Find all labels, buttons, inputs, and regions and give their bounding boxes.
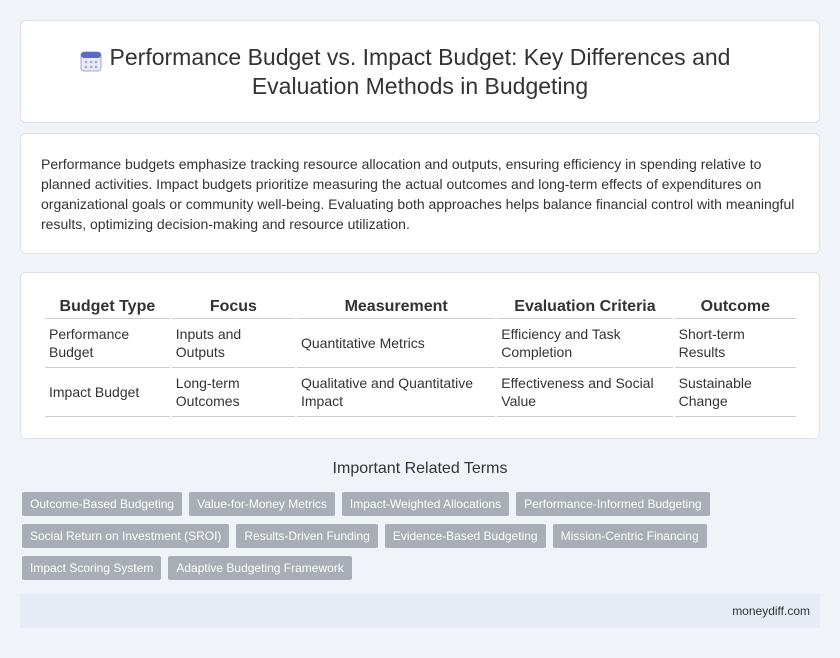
intro-text: Performance budgets emphasize tracking r… [41,156,795,232]
cell: Effectiveness and Social Value [497,368,673,417]
intro-card: Performance budgets emphasize tracking r… [20,133,820,254]
column-header: Measurement [297,295,496,319]
cell: Performance Budget [45,319,170,368]
term-tag: Impact Scoring System [22,556,162,580]
term-tag: Results-Driven Funding [236,524,378,548]
column-header: Outcome [674,295,796,319]
cell: Inputs and Outputs [171,319,295,368]
header: Performance Budget vs. Impact Budget: Ke… [20,20,820,123]
column-header: Budget Type [45,295,170,319]
term-tag: Impact-Weighted Allocations [341,492,510,516]
cell: Qualitative and Quantitative Impact [297,368,496,417]
cell: Long-term Outcomes [171,368,295,417]
table: Budget Type Focus Measurement Evaluation Cr… [43,295,798,417]
column-header: Evaluation Criteria [497,295,673,319]
header-row: Budget Type Focus Measurement Evaluation Cr… [45,295,796,319]
cell: Quantitative Metrics [297,319,496,368]
cell: Short-term Results [674,319,796,368]
tags: Outcome-Based Budgeting Value-for-Money M… [22,492,742,580]
footer-text: moneydiff.com [732,604,810,618]
cell: Sustainable Change [674,368,796,417]
term-tag: Value-for-Money Metrics [189,492,335,516]
term-tag: Outcome-Based Budgeting [22,492,183,516]
term-tag: Social Return on Investment (SROI) [22,524,230,548]
table-card: Budget Type Focus Measurement Evaluation Cr… [20,272,820,439]
title: Performance Budget vs. Impact Budget: Ke… [109,43,731,99]
footer: moneydiff.com [20,594,820,628]
term-tag: Evidence-Based Budgeting [384,524,546,548]
table-row: Performance Budget Inputs and Outputs Quan… [45,319,796,368]
table-row: Impact Budget Long-term Outcomes Qualitati… [45,368,796,417]
term-tag: Mission-Centric Financing [552,524,707,548]
calendar-icon [80,51,102,72]
term-tag: Adaptive Budgeting Framework [168,556,352,580]
cell: Impact Budget [45,368,170,417]
related-title: Important Related Terms [332,460,508,477]
term-tag: Performance-Informed Budgeting [516,492,710,516]
column-header: Focus [171,295,295,319]
cell: Efficiency and Task Completion [497,319,673,368]
